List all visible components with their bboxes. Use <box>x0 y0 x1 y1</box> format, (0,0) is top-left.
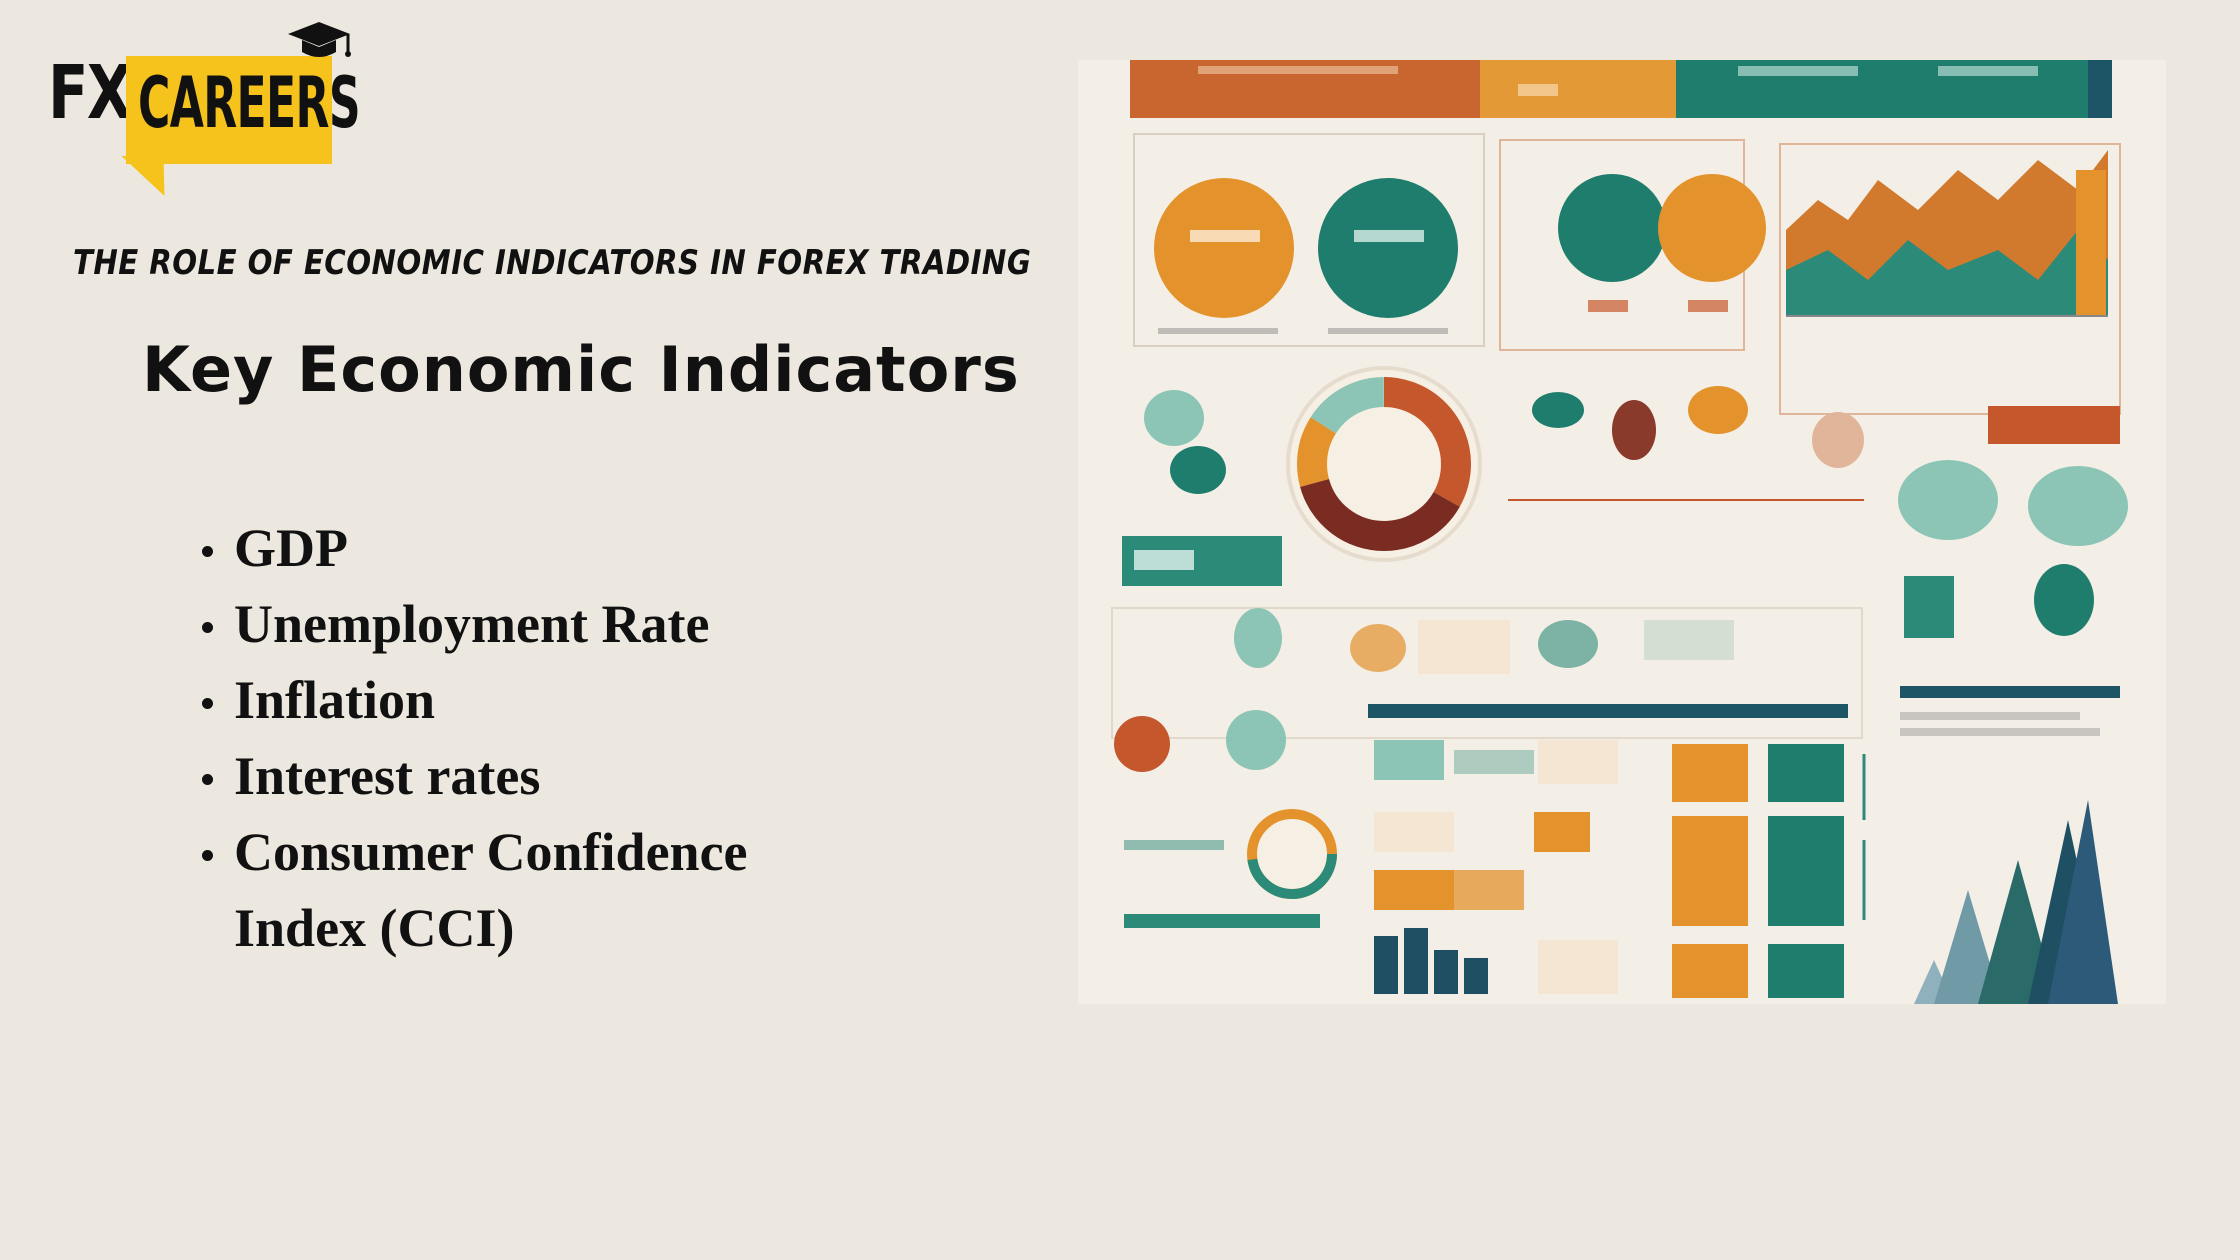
indicator-list: GDP Unemployment Rate Inflation Interest… <box>198 510 818 966</box>
donut-graphic <box>1286 366 1482 562</box>
world-map-strip <box>1508 386 1864 501</box>
bottom-middle-panels <box>1368 704 1848 994</box>
infographic-artwork <box>1111 60 2128 1004</box>
logo-fx-text: FX <box>48 50 132 136</box>
info-row <box>1111 607 1863 739</box>
slide-subtitle: THE ROLE OF ECONOMIC INDICATORS IN FOREX… <box>73 243 1032 283</box>
map-blobs <box>1122 390 1282 586</box>
circle-stats-panel <box>1133 133 1485 347</box>
slide-heading: Key Economic Indicators <box>142 333 1020 406</box>
infographic-illustration <box>1078 60 2166 1004</box>
list-item: Interest rates <box>198 738 818 814</box>
logo-speech-bubble <box>126 56 332 164</box>
logo-careers-text: CAREERS <box>138 62 361 144</box>
list-item: Consumer Confidence Index (CCI) <box>198 814 818 966</box>
list-item: GDP <box>198 510 818 586</box>
list-item: Inflation <box>198 662 818 738</box>
mountain-bars-graphic <box>1900 686 2120 1004</box>
right-region-blobs <box>1898 406 2128 638</box>
top-banner <box>1130 60 2112 118</box>
graduation-cap-icon <box>288 22 351 57</box>
list-item: Unemployment Rate <box>198 586 818 662</box>
bottom-left-graphics <box>1114 710 1337 928</box>
number-tiles <box>1672 744 1866 998</box>
area-chart-graphic <box>1779 143 2121 415</box>
circle-stats-panel-2 <box>1499 139 1766 351</box>
fx-careers-logo: FX CAREERS <box>44 16 364 196</box>
